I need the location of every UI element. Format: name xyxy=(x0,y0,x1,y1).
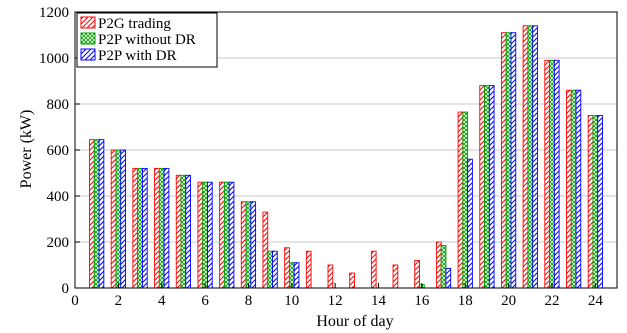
bar-p2g-trading-hour-16 xyxy=(414,259,420,289)
bar-p2p-without-dr-hour-24 xyxy=(592,115,599,289)
bar-p2g-trading-hour-9 xyxy=(262,211,269,289)
bar-p2p-without-dr-hour-21 xyxy=(527,25,534,289)
y-tick-label: 1200 xyxy=(39,5,69,21)
bar-p2g-trading-hour-7 xyxy=(219,181,225,289)
bar-p2p-without-dr-hour-1 xyxy=(93,139,100,289)
legend-entry: P2P without DR xyxy=(98,32,196,48)
bar-p2g-trading-hour-15 xyxy=(392,264,399,289)
x-tick-label: 18 xyxy=(458,293,473,309)
bar-p2p-with-dr-hour-19 xyxy=(488,85,495,289)
y-tick-label: 400 xyxy=(47,189,70,205)
bar-p2p-with-dr-hour-10 xyxy=(293,262,300,289)
bar-p2p-with-dr-hour-2 xyxy=(120,149,126,289)
x-tick-label: 6 xyxy=(201,293,209,309)
legend-entry: P2P with DR xyxy=(98,48,177,64)
bar-p2p-without-dr-hour-17 xyxy=(440,244,447,289)
bar-p2g-trading-hour-10 xyxy=(284,247,290,289)
bar-p2g-trading-hour-21 xyxy=(522,25,529,289)
bar-p2g-trading-hour-14 xyxy=(370,250,377,289)
x-tick-label: 22 xyxy=(544,293,559,309)
bars xyxy=(89,25,603,289)
x-tick-label: 12 xyxy=(328,293,343,309)
x-tick-label: 8 xyxy=(245,293,253,309)
y-tick-label: 600 xyxy=(47,143,70,159)
bar-p2p-without-dr-hour-9 xyxy=(267,250,273,289)
bar-p2p-with-dr-hour-5 xyxy=(185,174,192,289)
bar-p2g-trading-hour-18 xyxy=(457,111,464,289)
legend-swatch xyxy=(80,48,96,61)
x-tick-label: 20 xyxy=(501,293,516,309)
bar-p2g-trading-hour-11 xyxy=(305,250,312,289)
bar-p2p-with-dr-hour-6 xyxy=(207,181,213,289)
bar-p2p-with-dr-hour-24 xyxy=(597,115,603,289)
x-tick-label: 0 xyxy=(71,293,79,309)
y-tick-label: 0 xyxy=(62,281,70,297)
y-tick-label: 200 xyxy=(47,235,70,251)
y-axis-label: Power (kW) xyxy=(18,110,35,189)
bar-p2p-with-dr-hour-4 xyxy=(163,167,170,289)
bar-p2g-trading-hour-6 xyxy=(197,181,204,289)
bar-p2g-trading-hour-19 xyxy=(479,85,485,289)
bar-p2g-trading-hour-22 xyxy=(544,59,551,289)
bar-p2p-without-dr-hour-22 xyxy=(549,59,555,289)
bar-p2p-without-dr-hour-23 xyxy=(570,89,577,289)
bar-p2p-with-dr-hour-21 xyxy=(532,25,538,289)
bar-p2g-trading-hour-5 xyxy=(175,174,182,289)
bar-p2p-without-dr-hour-19 xyxy=(484,85,490,289)
y-tick-label: 800 xyxy=(47,97,70,113)
bar-p2p-with-dr-hour-3 xyxy=(141,167,148,289)
bar-p2g-trading-hour-13 xyxy=(349,272,355,289)
bar-p2p-with-dr-hour-23 xyxy=(575,89,582,289)
bar-p2g-trading-hour-2 xyxy=(110,149,117,289)
bar-p2g-trading-hour-12 xyxy=(327,264,334,289)
bar-p2g-trading-hour-23 xyxy=(566,89,572,289)
bar-p2p-with-dr-hour-18 xyxy=(467,158,473,289)
bar-p2g-trading-hour-20 xyxy=(500,32,507,289)
legend-box xyxy=(76,12,218,68)
bar-p2p-without-dr-hour-20 xyxy=(505,32,512,289)
bar-p2p-with-dr-hour-7 xyxy=(228,181,235,289)
bar-p2p-without-dr-hour-8 xyxy=(245,201,252,289)
bar-p2p-without-dr-hour-3 xyxy=(137,167,143,289)
x-axis-label: Hour of day xyxy=(316,313,393,330)
bar-p2p-without-dr-hour-7 xyxy=(223,181,230,289)
x-tick-label: 4 xyxy=(158,293,166,309)
bar-p2p-without-dr-hour-5 xyxy=(180,174,187,289)
x-tick-label: 14 xyxy=(371,293,387,309)
legend-swatch xyxy=(80,16,96,29)
y-tick-label: 1000 xyxy=(39,51,69,67)
bar-p2p-without-dr-hour-18 xyxy=(462,111,469,289)
bar-p2p-without-dr-hour-4 xyxy=(158,167,165,289)
x-tick-label: 24 xyxy=(588,293,604,309)
bar-p2g-trading-hour-17 xyxy=(435,241,442,289)
bar-p2p-with-dr-hour-9 xyxy=(272,250,278,289)
bar-p2p-with-dr-hour-22 xyxy=(553,59,560,289)
bar-p2p-with-dr-hour-1 xyxy=(98,139,105,289)
x-tick-label: 2 xyxy=(115,293,123,309)
x-tick-label: 16 xyxy=(414,293,430,309)
bar-p2p-without-dr-hour-2 xyxy=(115,149,122,289)
bar-p2g-trading-hour-24 xyxy=(587,115,594,289)
legend-swatch xyxy=(80,32,96,45)
bar-p2p-with-dr-hour-8 xyxy=(250,201,257,289)
bar-p2p-with-dr-hour-17 xyxy=(445,268,452,289)
bar-p2p-without-dr-hour-6 xyxy=(202,181,208,289)
legend-entry: P2G trading xyxy=(98,16,171,32)
bar-p2g-trading-hour-1 xyxy=(89,139,95,289)
bar-p2g-trading-hour-3 xyxy=(132,167,139,289)
bar-p2g-trading-hour-8 xyxy=(240,201,247,289)
bar-p2g-trading-hour-4 xyxy=(154,167,160,289)
bar-p2p-with-dr-hour-20 xyxy=(510,32,517,289)
x-tick-label: 10 xyxy=(284,293,299,309)
